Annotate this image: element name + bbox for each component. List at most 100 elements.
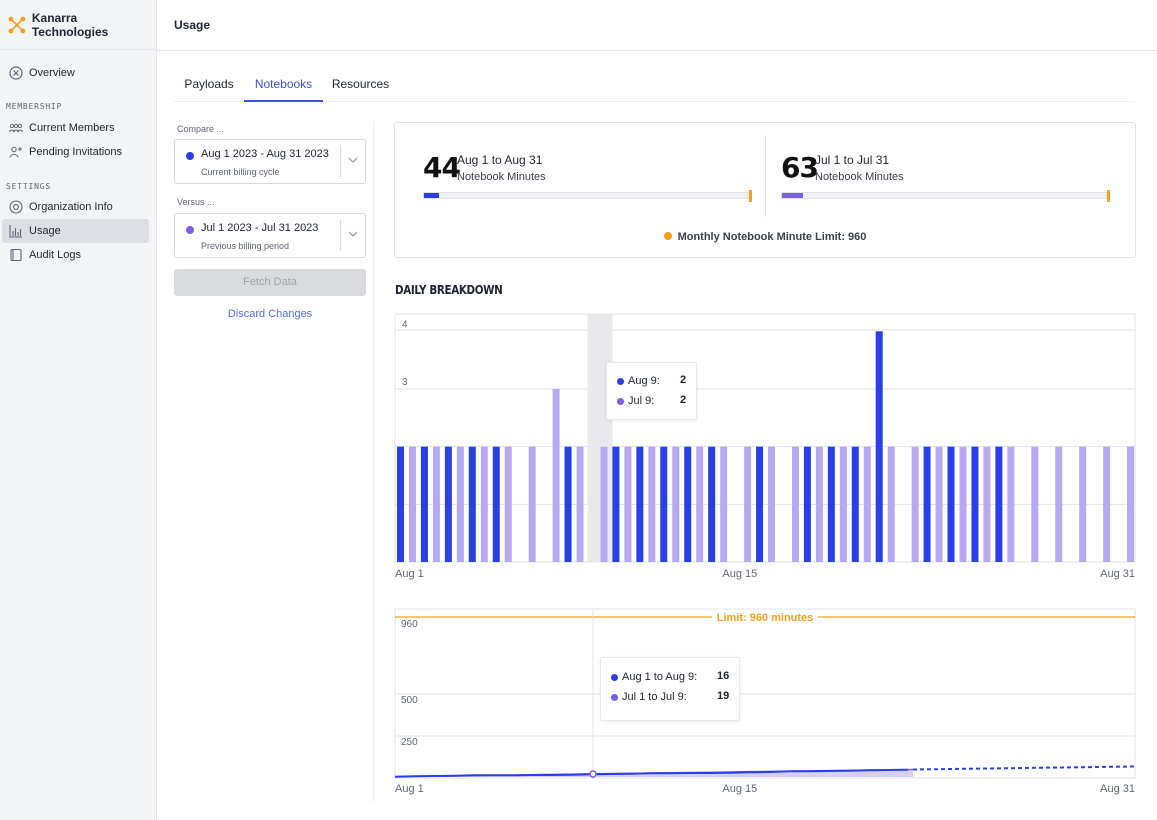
tooltip-current-row: Aug 9:: [617, 374, 660, 388]
cumulative-chart-tooltip: Aug 1 to Aug 9: 16 Jul 1 to Jul 9: 19: [600, 657, 740, 721]
daily-bar-previous: [887, 446, 895, 562]
daily-bar-previous: [1007, 446, 1015, 562]
daily-bar-previous: [672, 446, 680, 562]
daily-bar-current: [756, 446, 764, 562]
previous-period-projection-line: [912, 765, 1136, 771]
tooltip-current-value: 2: [680, 374, 687, 386]
tab-payloads[interactable]: Payloads: [184, 77, 234, 91]
compare-period-select[interactable]: Aug 1 2023 - Aug 31 2023 Current billing…: [174, 139, 366, 184]
daily-chart-tooltip: Aug 9: 2 Jul 9: 2: [606, 362, 697, 420]
select-divider: [340, 220, 341, 251]
daily-bar-current: [947, 446, 955, 562]
daily-bar-previous: [815, 446, 823, 562]
sidebar-item-label: Usage: [29, 225, 61, 237]
previous-usage-value: 63: [781, 151, 819, 184]
sidebar-item-label: Organization Info: [29, 201, 113, 213]
daily-bar-previous: [863, 446, 871, 562]
sidebar-item-overview[interactable]: Overview: [2, 61, 149, 85]
daily-x-tick-label: Aug 1: [395, 568, 424, 580]
limit-dot: [663, 232, 672, 240]
daily-bar-previous: [456, 446, 464, 562]
limit-marker: [1107, 190, 1110, 202]
daily-x-tick-label: Aug 31: [1100, 568, 1135, 580]
cumulative-x-tick-label: Aug 1: [395, 783, 424, 795]
daily-bar-previous: [648, 446, 656, 562]
previous-period-area: [395, 769, 913, 777]
daily-bar-current: [444, 446, 452, 562]
daily-bar-previous: [768, 446, 776, 562]
versus-period-sub: Previous billing period: [201, 241, 290, 251]
daily-bar-current: [803, 446, 811, 562]
daily-bar-previous: [624, 446, 632, 562]
versus-period-select[interactable]: Jul 1 2023 - Jul 31 2023 Previous billin…: [174, 213, 366, 258]
cumulative-hover-point: [589, 770, 597, 778]
daily-x-tick-label: Aug 15: [722, 568, 757, 580]
daily-bar-current: [827, 446, 835, 562]
sidebar: Kanarra Technologies Overview MEMBERSHIP…: [0, 0, 157, 820]
daily-bar-previous: [600, 446, 608, 562]
current-series-dot: [611, 673, 618, 681]
current-usage-unit: Notebook Minutes: [457, 171, 546, 183]
sidebar-item-usage[interactable]: Usage: [2, 219, 149, 243]
daily-bar-current: [420, 446, 428, 562]
daily-bar-current: [612, 446, 620, 562]
brand[interactable]: Kanarra Technologies: [0, 0, 156, 50]
tab-notebooks[interactable]: Notebooks: [244, 70, 323, 102]
current-usage-stat: 44 Aug 1 to Aug 31 Notebook Minutes: [395, 123, 765, 223]
cumulative-x-tick-label: Aug 15: [722, 783, 757, 795]
daily-bar-current: [923, 446, 931, 562]
compare-period-value: Aug 1 2023 - Aug 31 2023: [201, 148, 329, 160]
daily-bar-current: [684, 446, 692, 562]
daily-bar-previous: [696, 446, 704, 562]
daily-bar-previous: [1103, 446, 1111, 562]
daily-bar-previous: [1079, 446, 1087, 562]
discard-changes-link[interactable]: Discard Changes: [227, 308, 313, 320]
fetch-data-button[interactable]: Fetch Data: [174, 269, 366, 296]
compare-period-sub: Current billing cycle: [201, 167, 280, 177]
sidebar-item-label: Overview: [29, 67, 75, 79]
chevron-down-icon[interactable]: [348, 230, 358, 238]
previous-usage-range: Jul 1 to Jul 31: [815, 153, 890, 167]
members-icon: [9, 123, 23, 133]
current-period-line: [394, 768, 909, 778]
daily-y-tick-label: 4: [402, 319, 408, 330]
daily-bar-previous: [552, 388, 560, 562]
daily-bar-previous: [432, 446, 440, 562]
daily-bar-current: [995, 446, 1003, 562]
current-period-dot: [186, 152, 194, 160]
sidebar-item-org-info[interactable]: Organization Info: [2, 195, 149, 219]
daily-bar-previous: [839, 446, 847, 562]
tooltip-previous-row: Jul 9:: [617, 394, 654, 408]
sidebar-item-members[interactable]: Current Members: [2, 116, 149, 140]
daily-bar-current: [397, 446, 404, 562]
limit-marker: [749, 190, 752, 202]
current-series-dot: [617, 377, 624, 385]
sidebar-item-label: Audit Logs: [29, 249, 81, 261]
stats-divider: [765, 135, 766, 217]
settings-section-label: SETTINGS: [6, 182, 51, 191]
current-usage-range: Aug 1 to Aug 31: [457, 153, 543, 167]
previous-series-dot: [617, 397, 624, 405]
cumulative-x-tick-label: Aug 31: [1100, 783, 1135, 795]
limit-line-label: Limit: 960 minutes: [717, 612, 814, 624]
tab-resources[interactable]: Resources: [331, 77, 390, 91]
daily-bar-previous: [1031, 446, 1039, 562]
sidebar-item-invitations[interactable]: Pending Invitations: [2, 140, 149, 164]
add-user-icon: [9, 146, 22, 158]
daily-bar-previous: [480, 446, 488, 562]
tooltip-current-value: 16: [717, 670, 730, 682]
cumulative-y-tick-label: 250: [401, 737, 418, 748]
bar-chart-icon: [9, 225, 22, 238]
tooltip-current-label: Aug 9:: [628, 375, 660, 387]
previous-usage-progress-bar: [781, 190, 1110, 202]
tab-bar: Payloads Notebooks Resources: [174, 70, 1135, 102]
daily-bar-previous: [720, 446, 728, 562]
daily-bar-previous: [504, 446, 512, 562]
membership-section-label: MEMBERSHIP: [6, 102, 63, 111]
sidebar-item-audit-logs[interactable]: Audit Logs: [2, 243, 149, 267]
chevron-down-icon[interactable]: [348, 156, 358, 164]
daily-bar-previous: [1055, 446, 1063, 562]
tooltip-current-row: Aug 1 to Aug 9:: [611, 670, 697, 684]
daily-bar-previous: [409, 446, 416, 562]
previous-usage-progress-fill: [782, 193, 804, 198]
